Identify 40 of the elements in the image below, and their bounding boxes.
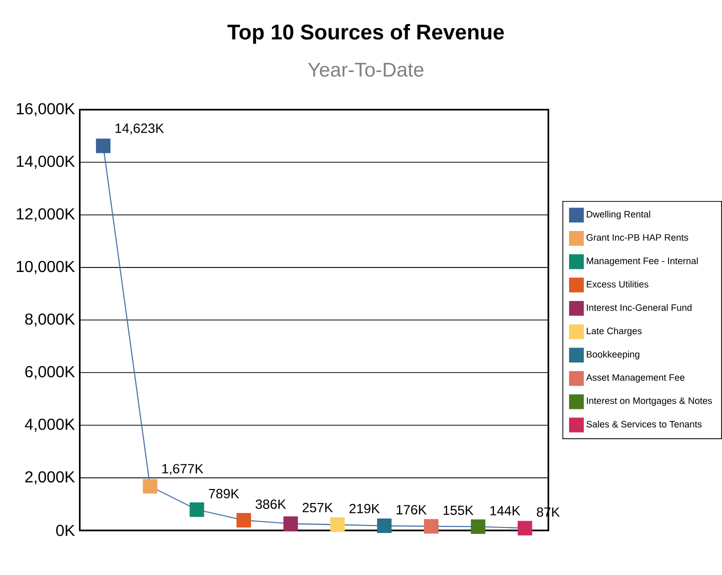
point [283,516,298,531]
point [470,519,486,534]
data-label: 1,677K [162,464,204,475]
chart-title: Top 10 Sources of Revenue [227,24,504,44]
y-tick-label: 10,000K [16,260,75,274]
legend-label: Interest on Mortgages & Notes [586,397,712,406]
legend-label: Sales & Services to Tenants [586,420,702,428]
point [518,520,532,536]
data-label: 789K [208,488,240,498]
legend-label: Grant Inc-PB HAP Rents [586,234,688,241]
data-label: 155K [444,506,474,515]
point [142,478,158,494]
point [236,512,252,528]
y-tick-label: 12,000K [16,208,75,222]
y-tick-label: 2,000K [25,471,75,484]
legend-label: Dwelling Rental [586,210,650,220]
data-label: 257K [302,502,333,512]
chart-subtitle: Year-To-Date [308,62,424,77]
legend-label: Bookkeeping [586,350,640,360]
legend-label: Late Charges [586,327,642,336]
legend-label: Asset Management Fee [586,374,684,382]
data-label: 219K [350,504,380,514]
y-tick-label: 0K [56,524,75,536]
y-tick-label: 4,000K [24,418,75,432]
data-label: 386K [256,499,286,509]
data-label: 144K [490,506,520,516]
y-tick-label: 8,000K [25,313,75,326]
point [96,138,110,153]
point [377,518,392,533]
legend-label: Excess Utilities [586,280,648,288]
y-tick-label: 6,000K [25,366,75,380]
point [424,518,438,534]
legend-label: Management Fee - Internal [586,257,698,266]
point [190,502,204,517]
legend-label: Interest Inc-General Fund [586,304,692,311]
y-tick-label: 14,000K [16,156,75,169]
data-label: 176K [396,504,427,514]
y-tick-label: 16,000K [16,102,75,116]
point [330,517,345,532]
data-label: 14,623K [116,123,164,134]
